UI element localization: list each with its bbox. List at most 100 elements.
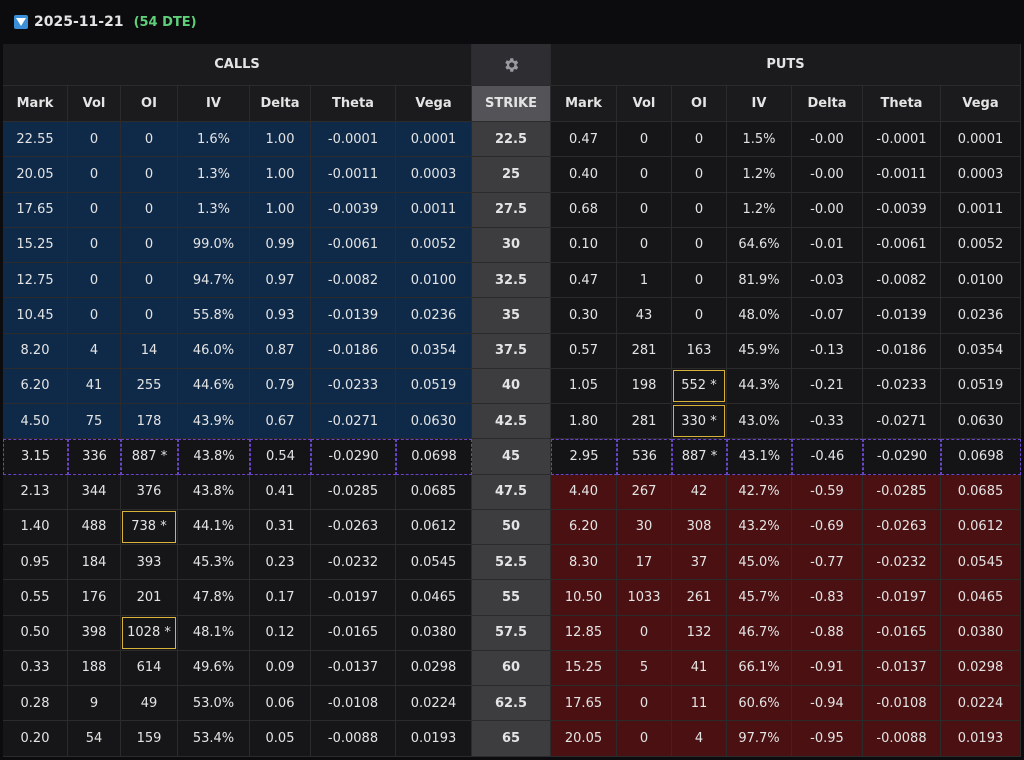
table-cell[interactable]: 0.0224: [396, 686, 472, 722]
table-cell[interactable]: 159: [121, 721, 178, 757]
table-cell[interactable]: 97.7%: [727, 721, 792, 757]
table-cell[interactable]: -0.0233: [863, 368, 941, 404]
table-cell[interactable]: 64.6%: [727, 227, 792, 263]
table-cell[interactable]: 0.0224: [941, 686, 1021, 722]
table-cell[interactable]: 30: [617, 509, 672, 545]
table-cell[interactable]: 1.2%: [727, 157, 792, 193]
column-header[interactable]: OI: [121, 86, 178, 122]
table-cell[interactable]: 0: [672, 227, 727, 263]
table-cell[interactable]: 0.0545: [941, 545, 1021, 581]
table-cell[interactable]: 0.0003: [396, 157, 472, 193]
table-cell[interactable]: -0.88: [792, 615, 863, 651]
table-cell[interactable]: 330 *: [672, 404, 727, 440]
table-cell[interactable]: 0: [68, 263, 121, 299]
table-cell[interactable]: 261: [672, 580, 727, 616]
table-cell[interactable]: 308: [672, 509, 727, 545]
table-cell[interactable]: 49.6%: [178, 650, 250, 686]
table-cell[interactable]: 0: [672, 298, 727, 334]
table-cell[interactable]: 0.95: [3, 545, 68, 581]
table-cell[interactable]: 1.3%: [178, 192, 250, 228]
table-cell[interactable]: 1.00: [250, 192, 311, 228]
table-cell[interactable]: 398: [68, 615, 121, 651]
table-cell[interactable]: 42.7%: [727, 474, 792, 510]
table-cell[interactable]: 614: [121, 650, 178, 686]
table-cell[interactable]: 0.28: [3, 686, 68, 722]
table-cell[interactable]: 0: [68, 122, 121, 158]
table-cell[interactable]: -0.0082: [311, 263, 396, 299]
table-cell[interactable]: -0.00: [792, 122, 863, 158]
table-cell[interactable]: 536: [617, 439, 672, 475]
table-cell[interactable]: -0.0139: [863, 298, 941, 334]
table-cell[interactable]: -0.0233: [311, 368, 396, 404]
table-cell[interactable]: 0.0003: [941, 157, 1021, 193]
table-cell[interactable]: 0.0519: [941, 368, 1021, 404]
table-cell[interactable]: 6.20: [551, 509, 617, 545]
table-cell[interactable]: 55.8%: [178, 298, 250, 334]
table-cell[interactable]: 0.0011: [396, 192, 472, 228]
table-cell[interactable]: 44.1%: [178, 509, 250, 545]
table-cell[interactable]: -0.0271: [311, 404, 396, 440]
table-cell[interactable]: 0.0193: [396, 721, 472, 757]
table-cell[interactable]: 738 *: [121, 509, 178, 545]
table-cell[interactable]: 75: [68, 404, 121, 440]
table-cell[interactable]: -0.77: [792, 545, 863, 581]
table-cell[interactable]: 0.79: [250, 368, 311, 404]
table-cell[interactable]: 0.31: [250, 509, 311, 545]
table-cell[interactable]: 0.87: [250, 333, 311, 369]
table-cell[interactable]: 43: [617, 298, 672, 334]
table-cell[interactable]: 344: [68, 474, 121, 510]
table-cell[interactable]: 0: [617, 157, 672, 193]
table-cell[interactable]: 188: [68, 650, 121, 686]
table-cell[interactable]: 2.95: [551, 439, 617, 475]
table-cell[interactable]: 43.9%: [178, 404, 250, 440]
table-cell[interactable]: 0.0193: [941, 721, 1021, 757]
table-cell[interactable]: 393: [121, 545, 178, 581]
table-cell[interactable]: 0: [672, 157, 727, 193]
table-cell[interactable]: 255: [121, 368, 178, 404]
column-header[interactable]: Theta: [863, 86, 941, 122]
table-cell[interactable]: 0.0685: [941, 474, 1021, 510]
table-cell[interactable]: -0.01: [792, 227, 863, 263]
table-cell[interactable]: -0.59: [792, 474, 863, 510]
table-cell[interactable]: 0.40: [551, 157, 617, 193]
table-cell[interactable]: -0.0088: [311, 721, 396, 757]
table-cell[interactable]: 0.0698: [941, 439, 1021, 475]
table-cell[interactable]: 0.0380: [396, 615, 472, 651]
table-cell[interactable]: 0: [121, 192, 178, 228]
table-cell[interactable]: 201: [121, 580, 178, 616]
table-cell[interactable]: 1.00: [250, 157, 311, 193]
table-cell[interactable]: 94.7%: [178, 263, 250, 299]
expiry-bar[interactable]: 2025-11-21 (54 DTE): [0, 0, 1024, 44]
table-cell[interactable]: 0.0236: [396, 298, 472, 334]
table-cell[interactable]: -0.0186: [311, 333, 396, 369]
table-cell[interactable]: 0.0545: [396, 545, 472, 581]
table-cell[interactable]: 163: [672, 333, 727, 369]
table-cell[interactable]: 41: [672, 650, 727, 686]
table-cell[interactable]: 0.57: [551, 333, 617, 369]
table-cell[interactable]: -0.0290: [311, 439, 396, 475]
table-cell[interactable]: 1028 *: [121, 615, 178, 651]
table-cell[interactable]: 0: [617, 721, 672, 757]
table-cell[interactable]: 0: [617, 615, 672, 651]
table-cell[interactable]: -0.0139: [311, 298, 396, 334]
table-cell[interactable]: 2.13: [3, 474, 68, 510]
table-cell[interactable]: -0.0165: [863, 615, 941, 651]
table-cell[interactable]: 336: [68, 439, 121, 475]
table-cell[interactable]: 0: [672, 263, 727, 299]
table-cell[interactable]: 0.0630: [941, 404, 1021, 440]
table-cell[interactable]: 8.20: [3, 333, 68, 369]
table-cell[interactable]: 376: [121, 474, 178, 510]
table-cell[interactable]: 1.05: [551, 368, 617, 404]
table-cell[interactable]: 0.99: [250, 227, 311, 263]
table-cell[interactable]: 0.0612: [396, 509, 472, 545]
table-cell[interactable]: 0.0052: [941, 227, 1021, 263]
table-cell[interactable]: 54: [68, 721, 121, 757]
table-cell[interactable]: 0.0001: [941, 122, 1021, 158]
table-cell[interactable]: 20.05: [551, 721, 617, 757]
table-cell[interactable]: 66.1%: [727, 650, 792, 686]
table-cell[interactable]: 0.0685: [396, 474, 472, 510]
table-cell[interactable]: 0.97: [250, 263, 311, 299]
table-cell[interactable]: -0.0232: [311, 545, 396, 581]
table-cell[interactable]: -0.0186: [863, 333, 941, 369]
column-header[interactable]: Theta: [311, 86, 396, 122]
